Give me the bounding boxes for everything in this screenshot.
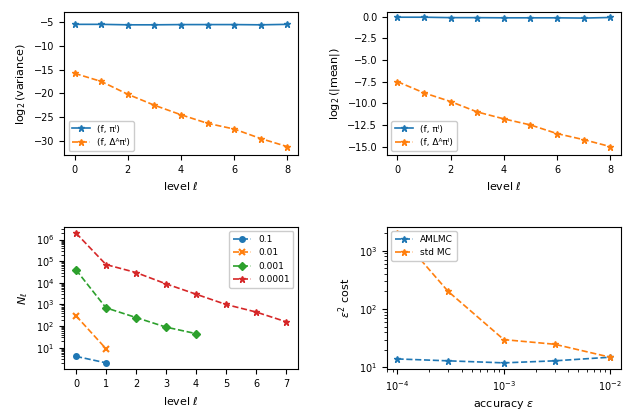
0.001 bbox=[192, 331, 200, 336]
Line: (f, πˡ): (f, πˡ) bbox=[394, 14, 613, 21]
Line: (f, Δᴬπˡ): (f, Δᴬπˡ) bbox=[72, 70, 291, 150]
Legend: (f, πˡ), (f, Δᴬπˡ): (f, πˡ), (f, Δᴬπˡ) bbox=[68, 121, 134, 151]
0.001 bbox=[162, 325, 170, 330]
AMLMC bbox=[394, 356, 401, 361]
(f, πˡ) bbox=[204, 22, 211, 27]
X-axis label: level $\ell$: level $\ell$ bbox=[163, 395, 199, 407]
AMLMC bbox=[551, 358, 559, 363]
0.0001 bbox=[282, 319, 290, 324]
(f, πˡ) bbox=[394, 15, 401, 20]
Line: 0.1: 0.1 bbox=[73, 354, 109, 366]
(f, Δᴬπˡ) bbox=[527, 122, 534, 127]
(f, Δᴬπˡ) bbox=[606, 144, 614, 149]
(f, Δᴬπˡ) bbox=[500, 116, 508, 121]
X-axis label: level $\ell$: level $\ell$ bbox=[486, 181, 522, 193]
AMLMC bbox=[500, 360, 508, 365]
Y-axis label: $\epsilon^2$ cost: $\epsilon^2$ cost bbox=[337, 278, 353, 318]
X-axis label: accuracy $\epsilon$: accuracy $\epsilon$ bbox=[473, 398, 534, 411]
0.0001 bbox=[252, 310, 260, 315]
Line: std MC: std MC bbox=[394, 229, 614, 361]
(f, Δᴬπˡ) bbox=[97, 79, 105, 84]
Line: 0.001: 0.001 bbox=[73, 267, 199, 337]
0.001 bbox=[72, 267, 80, 272]
(f, Δᴬπˡ) bbox=[580, 137, 588, 142]
(f, πˡ) bbox=[420, 15, 428, 20]
(f, Δᴬπˡ) bbox=[124, 92, 132, 97]
Y-axis label: $N_\ell$: $N_\ell$ bbox=[17, 291, 30, 305]
Y-axis label: $\log_2$(|mean|): $\log_2$(|mean|) bbox=[328, 47, 342, 120]
Legend: (f, πˡ), (f, Δᴬπˡ): (f, πˡ), (f, Δᴬπˡ) bbox=[392, 121, 457, 151]
Line: (f, Δᴬπˡ): (f, Δᴬπˡ) bbox=[394, 78, 613, 150]
(f, Δᴬπˡ) bbox=[204, 121, 211, 126]
(f, Δᴬπˡ) bbox=[447, 99, 454, 104]
(f, πˡ) bbox=[553, 15, 561, 20]
0.01 bbox=[102, 346, 110, 351]
AMLMC bbox=[606, 355, 614, 360]
(f, Δᴬπˡ) bbox=[553, 131, 561, 136]
std MC bbox=[551, 342, 559, 347]
Y-axis label: $\log_2$(variance): $\log_2$(variance) bbox=[14, 43, 28, 125]
(f, πˡ) bbox=[71, 22, 79, 27]
0.0001 bbox=[222, 302, 230, 307]
(f, πˡ) bbox=[580, 16, 588, 21]
(f, πˡ) bbox=[124, 22, 132, 27]
(f, πˡ) bbox=[257, 22, 264, 27]
0.0001 bbox=[192, 292, 200, 297]
(f, Δᴬπˡ) bbox=[230, 127, 238, 132]
(f, Δᴬπˡ) bbox=[177, 112, 185, 117]
0.001 bbox=[102, 305, 110, 310]
(f, πˡ) bbox=[606, 15, 614, 20]
0.1 bbox=[72, 354, 80, 359]
std MC bbox=[606, 355, 614, 360]
Line: 0.01: 0.01 bbox=[72, 312, 109, 352]
Line: AMLMC: AMLMC bbox=[394, 354, 614, 366]
(f, πˡ) bbox=[97, 22, 105, 27]
0.1 bbox=[102, 360, 110, 365]
Legend: 0.1, 0.01, 0.001, 0.0001: 0.1, 0.01, 0.001, 0.0001 bbox=[229, 231, 293, 288]
AMLMC bbox=[444, 358, 452, 363]
0.0001 bbox=[132, 270, 140, 275]
(f, πˡ) bbox=[230, 22, 238, 27]
Legend: AMLMC, std MC: AMLMC, std MC bbox=[392, 231, 457, 261]
(f, Δᴬπˡ) bbox=[474, 110, 481, 115]
0.0001 bbox=[72, 231, 80, 236]
Line: 0.0001: 0.0001 bbox=[72, 229, 289, 325]
std MC bbox=[394, 231, 401, 236]
0.0001 bbox=[162, 281, 170, 286]
Line: (f, πˡ): (f, πˡ) bbox=[72, 21, 291, 28]
(f, πˡ) bbox=[527, 15, 534, 20]
0.001 bbox=[132, 315, 140, 320]
(f, πˡ) bbox=[447, 15, 454, 20]
(f, πˡ) bbox=[284, 22, 291, 27]
(f, Δᴬπˡ) bbox=[394, 79, 401, 84]
(f, πˡ) bbox=[474, 15, 481, 20]
(f, πˡ) bbox=[177, 22, 185, 27]
(f, πˡ) bbox=[150, 22, 158, 27]
(f, Δᴬπˡ) bbox=[150, 103, 158, 108]
0.01 bbox=[72, 313, 80, 318]
(f, Δᴬπˡ) bbox=[71, 71, 79, 76]
(f, πˡ) bbox=[500, 15, 508, 20]
(f, Δᴬπˡ) bbox=[420, 90, 428, 95]
0.0001 bbox=[102, 262, 110, 267]
(f, Δᴬπˡ) bbox=[257, 136, 264, 141]
X-axis label: level $\ell$: level $\ell$ bbox=[163, 181, 199, 193]
std MC bbox=[500, 337, 508, 342]
std MC bbox=[444, 289, 452, 294]
(f, Δᴬπˡ) bbox=[284, 144, 291, 149]
